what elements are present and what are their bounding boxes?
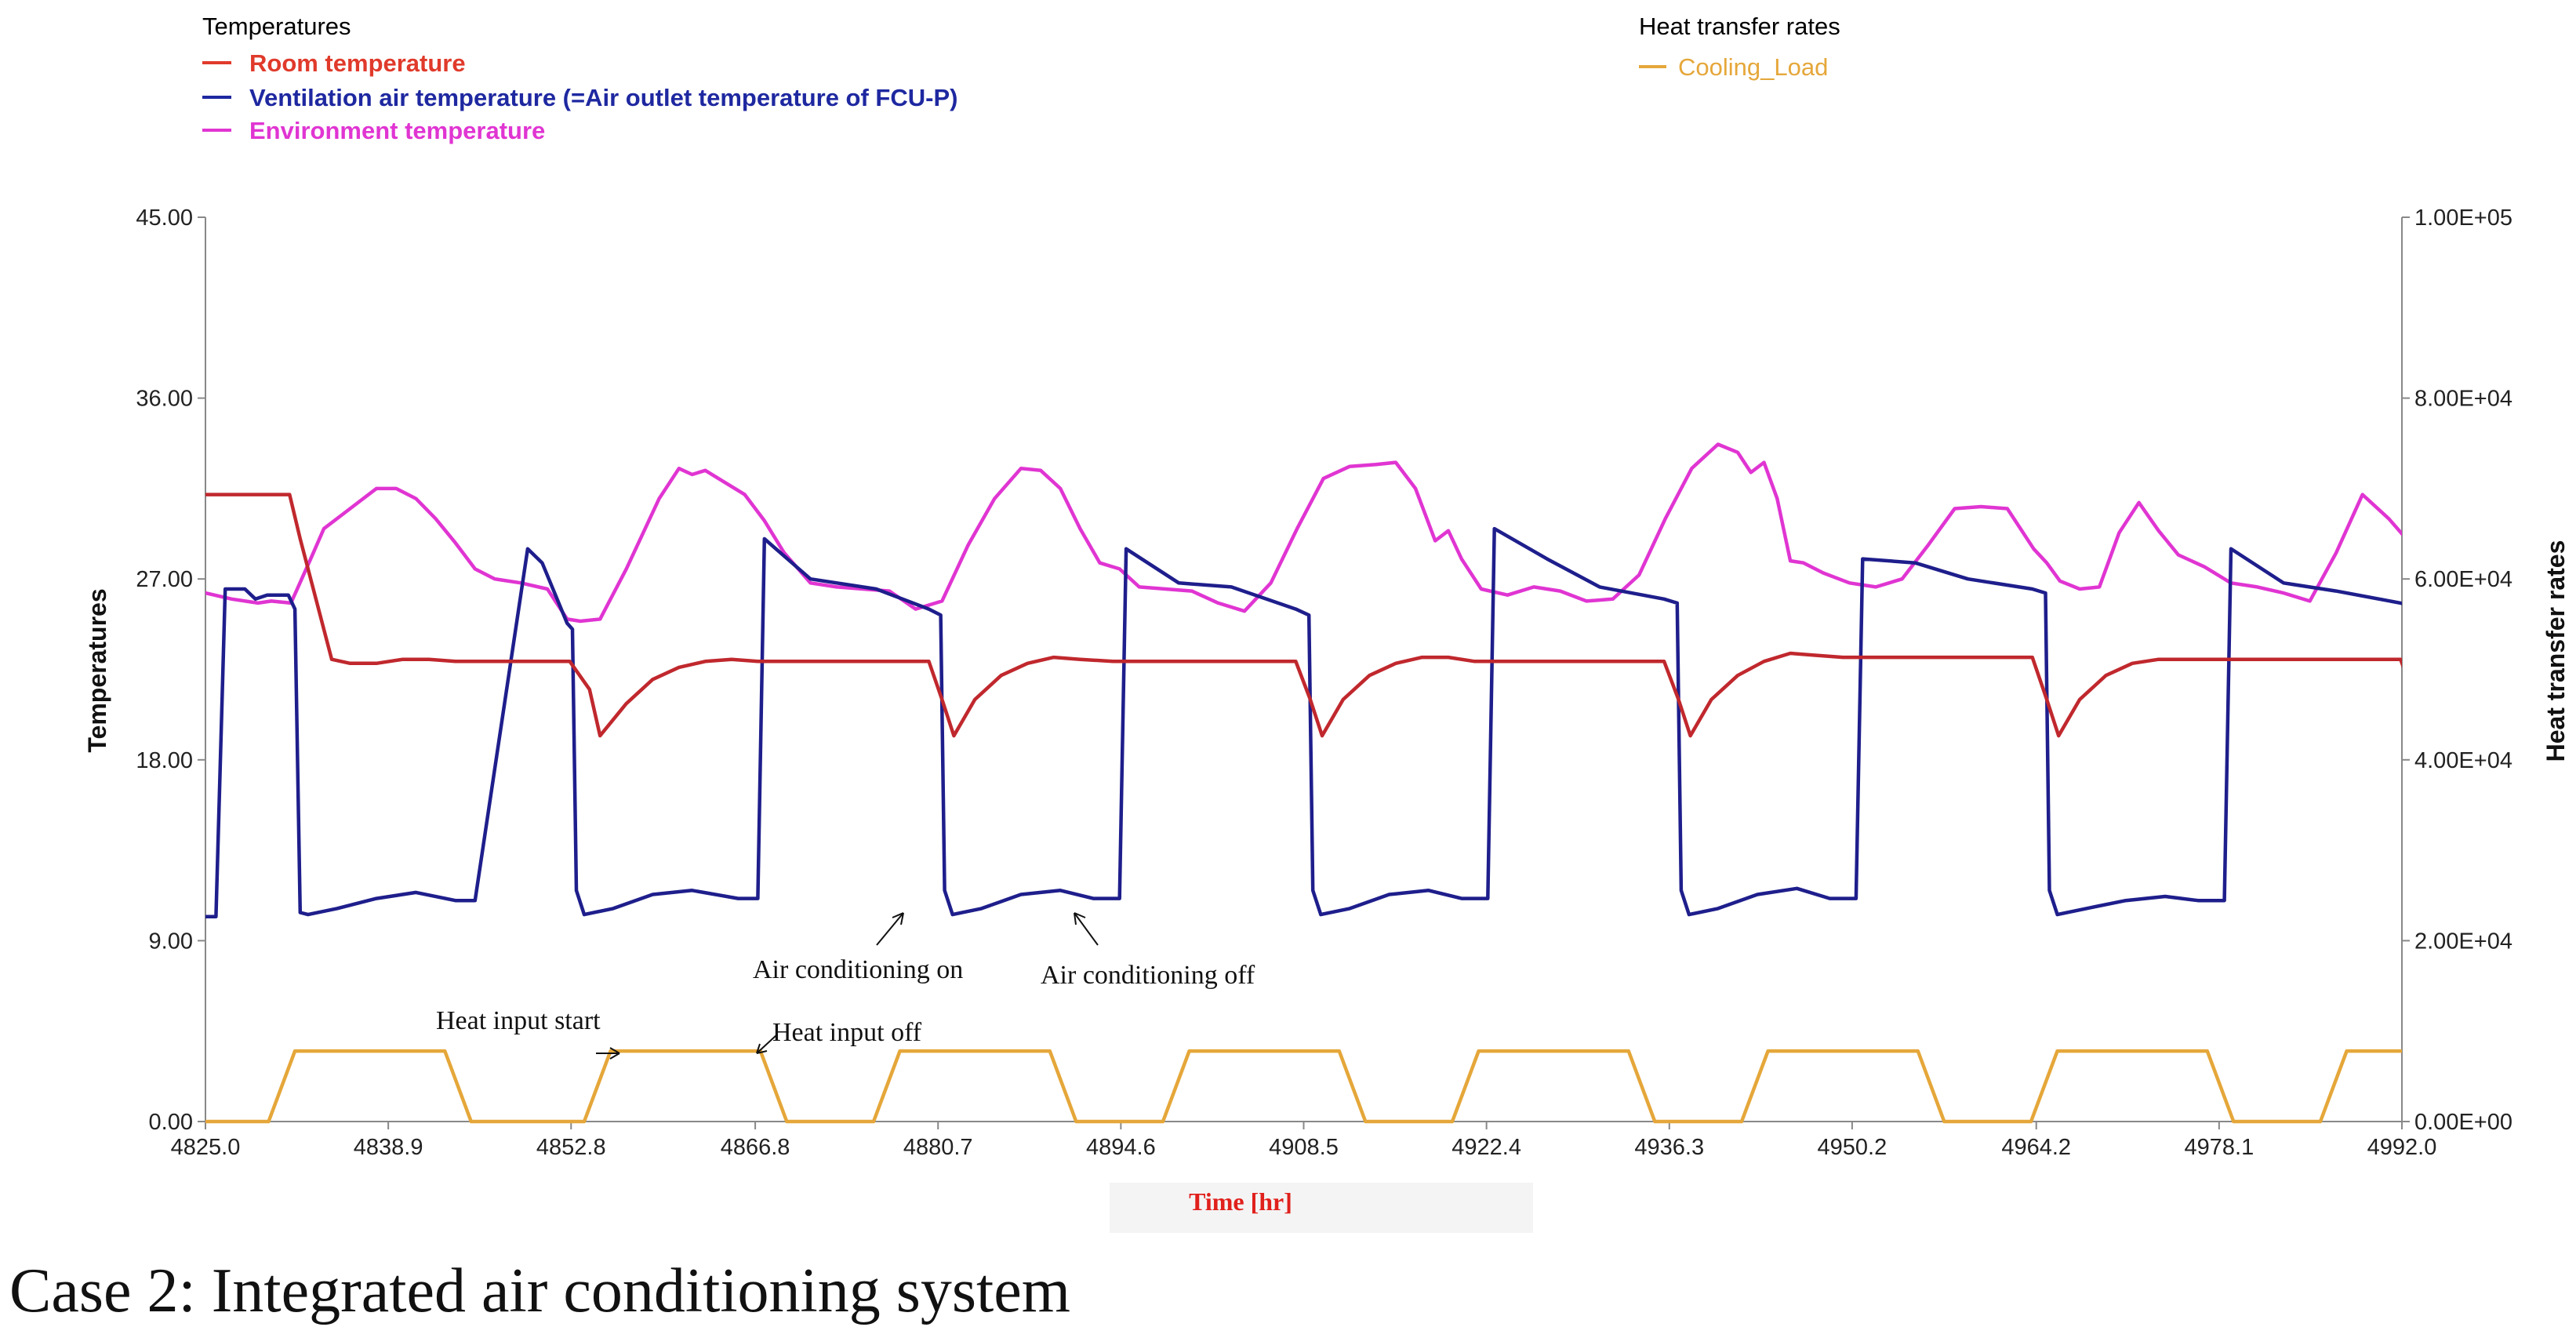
y-tick-label: 9.00	[149, 929, 193, 954]
x-tick-label: 4894.6	[1086, 1135, 1156, 1160]
x-tick-label: 4992.0	[2367, 1135, 2437, 1160]
series-line-ventilation-air-temperature-air-outlet-temperature-of-fcu-p	[205, 526, 2402, 918]
y-tick-label: 27.00	[136, 567, 193, 592]
legend-title-heat-transfer-rates: Heat transfer rates	[1639, 13, 1840, 40]
x-tick-label: 4880.7	[903, 1135, 973, 1160]
annotation-air-conditioning-on: Air conditioning on	[753, 955, 963, 984]
y-tick-label: 45.00	[136, 205, 193, 231]
axis-ticks: 4825.0 4838.9 4852.8 4866.8 4880.7 4894.6 4908…	[136, 205, 2512, 1160]
x-axis-title: Time [hr]	[1189, 1187, 1292, 1216]
x-tick-label: 4838.9	[354, 1135, 423, 1160]
y-tick-label: 18.00	[136, 748, 193, 773]
x-tick-label: 4964.2	[2001, 1135, 2071, 1160]
y2-axis-title: Heat transfer rates	[2541, 540, 2570, 762]
y2-tick-label: 0.00E+00	[2414, 1110, 2512, 1135]
x-tick-label: 4936.3	[1634, 1135, 1704, 1160]
y2-tick-label: 4.00E+04	[2414, 748, 2512, 773]
x-tick-label: 4978.1	[2185, 1135, 2254, 1160]
y2-tick-label: 1.00E+05	[2414, 205, 2512, 231]
legend-entry-cooling-load: Cooling_Load	[1678, 53, 1828, 81]
x-tick-label: 4852.8	[536, 1135, 606, 1160]
legend-title-temperatures: Temperatures	[202, 13, 351, 40]
arrow-air-conditioning-off	[1074, 912, 1099, 946]
arrowhead-air-conditioning-off	[1074, 912, 1086, 925]
annotation-air-conditioning-off: Air conditioning off	[1041, 961, 1255, 990]
series-line-cooling-load	[205, 1049, 2402, 1124]
y-axis-title: Temperatures	[83, 588, 111, 752]
arrow-heat-input-off	[756, 1034, 777, 1054]
series-line-environment-temperature	[205, 442, 2402, 624]
series-line-room-temperature	[205, 493, 2402, 738]
series-lines	[205, 442, 2402, 1124]
legend-entry-ventilation-air-temperature: Ventilation air temperature (=Air outlet…	[249, 84, 957, 111]
x-tick-label: 4950.2	[1818, 1135, 1887, 1160]
plot-frame	[205, 217, 2403, 1122]
arrowhead-heat-input-start	[609, 1047, 620, 1060]
legend: Temperatures Room temperature Ventilatio…	[202, 13, 1840, 144]
arrow-air-conditioning-on	[876, 912, 904, 946]
annotations: Air conditioning on Air conditioning off…	[436, 912, 1255, 1060]
y-tick-label: 0.00	[149, 1110, 193, 1135]
y2-tick-label: 8.00E+04	[2414, 387, 2512, 412]
x-tick-label: 4866.8	[721, 1135, 790, 1160]
arrowhead-air-conditioning-on	[892, 912, 904, 925]
x-axis-title-background	[1110, 1183, 1533, 1233]
legend-entry-room-temperature: Room temperature	[249, 49, 466, 77]
x-tick-label: 4922.4	[1451, 1135, 1521, 1160]
x-tick-label: 4908.5	[1269, 1135, 1339, 1160]
y-tick-label: 36.00	[136, 387, 193, 412]
y2-tick-label: 6.00E+04	[2414, 567, 2512, 592]
legend-entry-environment-temperature: Environment temperature	[249, 117, 545, 144]
figure-caption: Case 2: Integrated air conditioning syst…	[9, 1256, 1070, 1325]
annotation-heat-input-off: Heat input off	[772, 1018, 922, 1047]
annotation-heat-input-start: Heat input start	[436, 1006, 601, 1035]
x-tick-label: 4825.0	[171, 1135, 241, 1160]
arrowhead-heat-input-off	[756, 1043, 768, 1054]
y2-tick-label: 2.00E+04	[2414, 929, 2512, 954]
